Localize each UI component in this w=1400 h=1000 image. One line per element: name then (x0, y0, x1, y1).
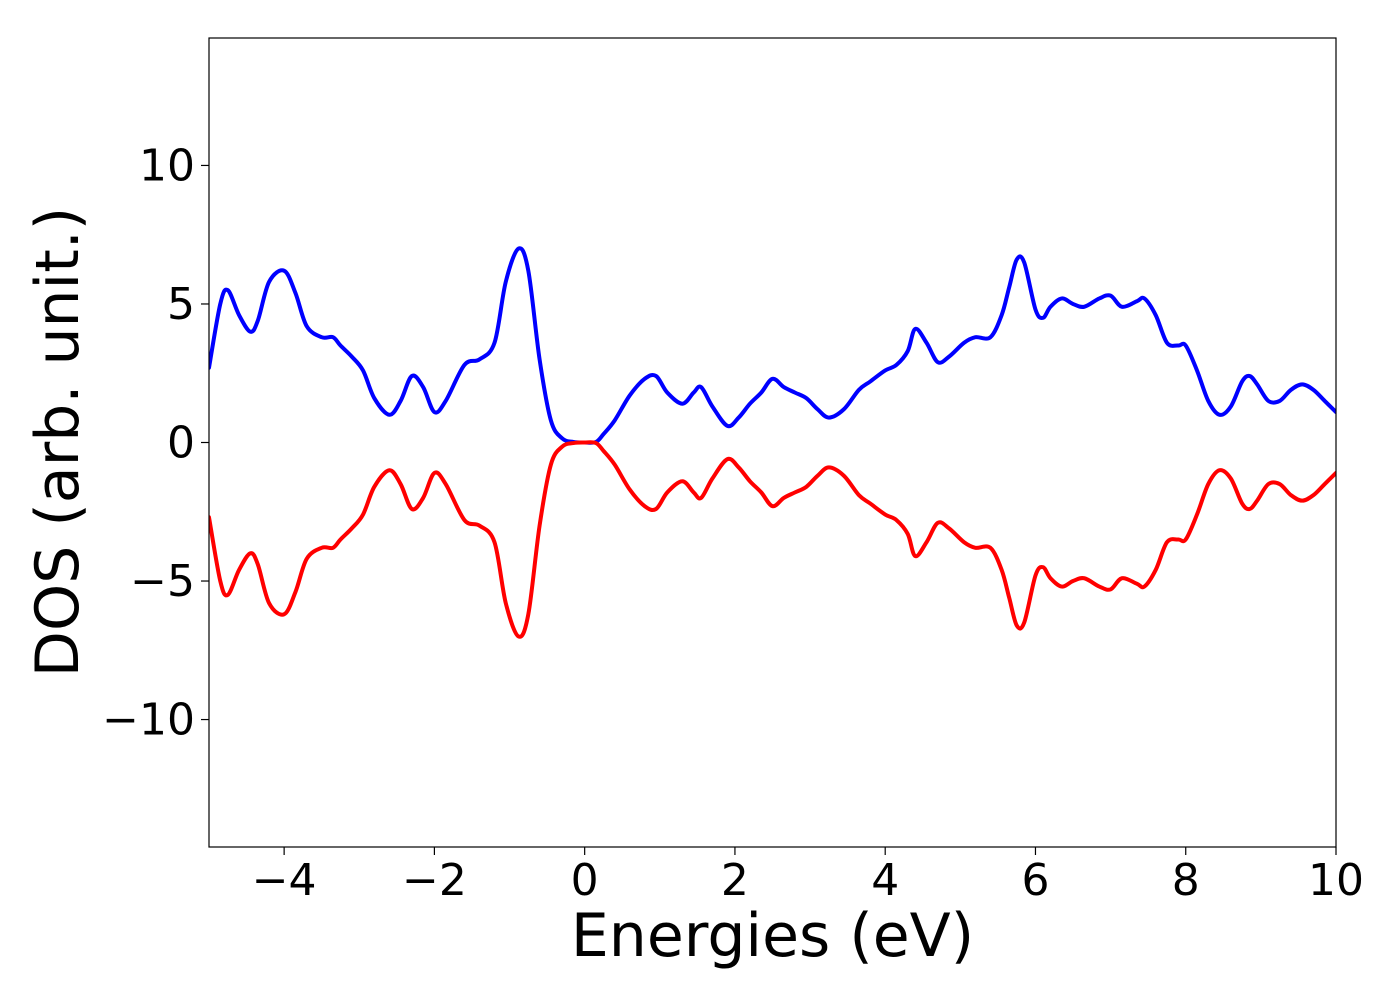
x-tick-label: 2 (721, 855, 749, 906)
y-tick-label: −5 (130, 556, 195, 607)
y-axis-ticks: −10 −5 0 5 10 (102, 140, 209, 746)
x-tick-label: 10 (1308, 855, 1364, 906)
x-axis-title: Energies (eV) (571, 901, 974, 971)
x-axis-ticks: −4 −2 0 2 4 6 8 10 (252, 847, 1364, 906)
x-tick-label: 8 (1172, 855, 1200, 906)
x-tick-label: 6 (1021, 855, 1049, 906)
y-tick-label: 0 (167, 418, 195, 469)
x-tick-label: −2 (402, 855, 467, 906)
x-tick-label: −4 (252, 855, 317, 906)
y-axis-title: DOS (arb. unit.) (23, 207, 93, 677)
y-tick-label: 5 (167, 279, 195, 330)
series-line-2 (209, 440, 1336, 639)
x-tick-label: 0 (571, 855, 599, 906)
series-layer (209, 246, 1336, 639)
y-tick-label: −10 (102, 695, 195, 746)
series-line-1 (209, 246, 1336, 445)
x-tick-label: 4 (871, 855, 899, 906)
plot-frame (208, 37, 1337, 848)
y-tick-label: 10 (139, 140, 195, 191)
